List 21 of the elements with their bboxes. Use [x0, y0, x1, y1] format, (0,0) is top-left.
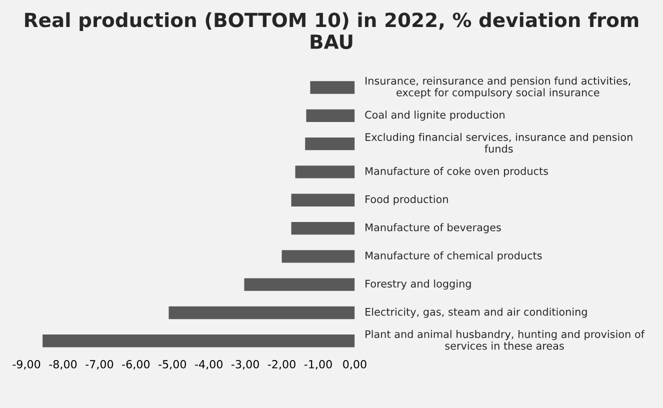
y-tick-label: Manufacture of beverages: [366, 223, 501, 234]
y-tick-label: Forestry and logging: [366, 280, 471, 290]
y-tick-label: Plant and animal husbandry, hunting and provision of services in these areas: [366, 330, 645, 350]
x-tick-label: -3,00: [231, 360, 259, 370]
x-tick-label: 0,00: [343, 360, 366, 370]
x-tick-label: -6,00: [122, 360, 150, 370]
x-tick-label: -2,00: [268, 360, 296, 370]
x-tick-label: -7,00: [86, 360, 114, 370]
x-tick-label: -9,00: [12, 360, 40, 370]
chart-title: Real production (BOTTOM 10) in 2022, % deviation from BAU: [25, 12, 638, 50]
y-tick-label: Excluding financial services, insurance and pension funds: [366, 132, 632, 153]
x-tick-label: -1,00: [304, 360, 332, 370]
y-tick-label: Electricity, gas, steam and air conditioning: [366, 308, 587, 318]
y-tick-label: Manufacture of coke oven products: [366, 166, 548, 178]
y-tick-label: Insurance, reinsurance and pension fund activities, except for compulsory social insurance: [366, 76, 630, 98]
y-tick-label: Food production: [366, 195, 448, 206]
x-tick-label: -5,00: [158, 360, 186, 370]
y-tick-label: Manufacture of chemical products: [366, 251, 542, 262]
x-tick-label: -8,00: [49, 360, 77, 370]
y-tick-label: Coal and lignite production: [365, 110, 504, 121]
x-tick-label: -4,00: [195, 360, 222, 370]
